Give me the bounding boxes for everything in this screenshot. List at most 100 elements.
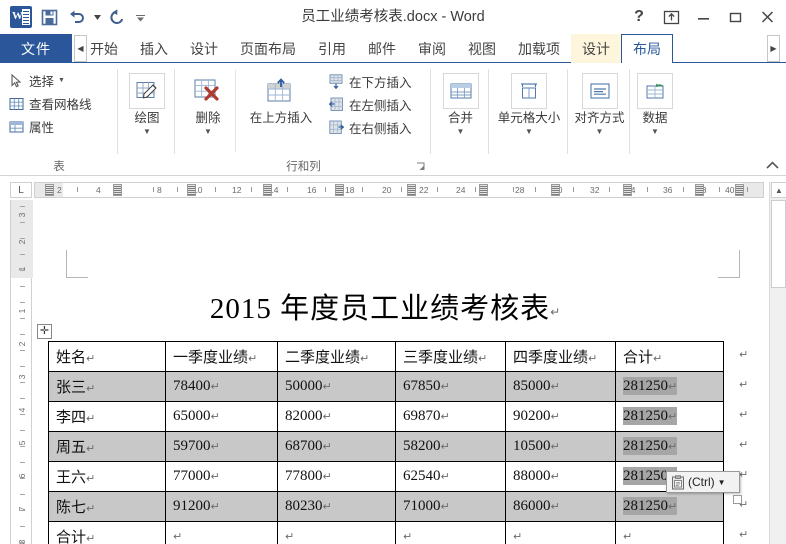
tab-table-layout[interactable]: 布局 xyxy=(621,34,673,64)
tab-mailings[interactable]: 邮件 xyxy=(368,40,396,57)
tab-page-layout[interactable]: 页面布局 xyxy=(240,40,296,57)
table-column-marker-6[interactable] xyxy=(479,184,488,196)
cell-r2-c3[interactable]: 58200↵ xyxy=(395,431,506,462)
table-row[interactable]: 李四↵ 65000↵ 82000↵ 69870↵ 90200↵ 281250↵ xyxy=(48,401,724,432)
cell-r3-c3[interactable]: 62540↵ xyxy=(395,461,506,492)
vertical-scrollbar[interactable]: ▲ xyxy=(769,182,786,544)
select-button[interactable]: 选择 ▼ xyxy=(8,69,92,92)
table-column-marker-0[interactable] xyxy=(45,184,54,196)
cell-r0-c1[interactable]: 78400↵ xyxy=(165,371,278,402)
rows-columns-dialog-launcher[interactable] xyxy=(416,162,427,173)
cell-r2-c0[interactable]: 周五↵ xyxy=(48,431,166,462)
cell-r5-c4[interactable]: ↵ xyxy=(505,521,616,544)
merge-cells-button[interactable]: 合并 ▼ xyxy=(432,73,489,135)
table-column-marker-8[interactable] xyxy=(623,184,632,196)
table-row[interactable]: 周五↵ 59700↵ 68700↵ 58200↵ 10500↵ 281250↵ xyxy=(48,431,724,462)
cell-r0-c5[interactable]: 281250↵ xyxy=(615,371,724,402)
performance-table[interactable]: 姓名↵ 一季度业绩↵ 二季度业绩↵ 三季度业绩↵ 四季度业绩↵ 合计↵ 张三↵ 78400↵ 5… xyxy=(48,341,724,544)
table-column-marker-4[interactable] xyxy=(335,184,344,196)
paste-options-caret-icon[interactable]: ▼ xyxy=(717,477,726,487)
alignment-caret-icon[interactable]: ▼ xyxy=(595,126,604,136)
insert-below-button[interactable]: 在下方插入 xyxy=(328,70,412,93)
cell-r1-c3[interactable]: 69870↵ xyxy=(395,401,506,432)
cell-r5-c1[interactable]: ↵ xyxy=(165,521,278,544)
table-column-marker-2[interactable] xyxy=(187,184,196,196)
table-row[interactable]: 王六↵77000↵77800↵62540↵88000↵281250↵ xyxy=(48,461,724,492)
table-column-marker-1[interactable] xyxy=(113,184,122,196)
view-gridlines-button[interactable]: 查看网格线 xyxy=(8,92,92,115)
cell-r1-c2[interactable]: 82000↵ xyxy=(277,401,396,432)
cell-r0-c2[interactable]: 50000↵ xyxy=(277,371,396,402)
cell-size-button[interactable]: 单元格大小 ▼ xyxy=(490,73,568,135)
cell-r1-c1[interactable]: 65000↵ xyxy=(165,401,278,432)
select-caret-icon[interactable]: ▼ xyxy=(58,77,65,84)
table-column-marker-9[interactable] xyxy=(695,184,704,196)
close-icon[interactable] xyxy=(752,3,782,31)
cell-r5-c0[interactable]: 合计↵ xyxy=(48,521,166,544)
table-row[interactable]: 合计↵ ↵ ↵ ↵ ↵ ↵ xyxy=(48,521,724,544)
minimize-icon[interactable] xyxy=(688,3,718,31)
tabs-scroll-right-icon[interactable]: ▶ xyxy=(767,35,780,62)
cell-r4-c5[interactable]: 281250↵ xyxy=(615,491,724,522)
cell-r4-c2[interactable]: 80230↵ xyxy=(277,491,396,522)
tab-table-design[interactable]: 设计 xyxy=(571,34,621,63)
draw-table-caret-icon[interactable]: ▼ xyxy=(143,126,151,136)
cell-r0-c4[interactable]: 85000↵ xyxy=(505,371,616,402)
cell-r2-c4[interactable]: 10500↵ xyxy=(505,431,616,462)
tab-home[interactable]: 开始 xyxy=(90,40,118,57)
scrollbar-thumb[interactable] xyxy=(771,200,786,288)
insert-left-button[interactable]: 在左侧插入 xyxy=(328,93,412,116)
cell-r5-c2[interactable]: ↵ xyxy=(277,521,396,544)
save-icon[interactable] xyxy=(36,4,62,30)
cell-r5-c5[interactable]: ↵ xyxy=(615,521,724,544)
alignment-button[interactable]: 对齐方式 ▼ xyxy=(569,73,630,135)
cell-r3-c4[interactable]: 88000↵ xyxy=(505,461,616,492)
paste-options-button[interactable]: (Ctrl) ▼ xyxy=(666,471,740,493)
document-canvas[interactable]: 2015 年度员工业绩考核表↵ ✛ 姓名↵ 一季度业绩↵ 二季度业绩↵ 三季度业绩↵ 四… xyxy=(33,199,764,544)
tab-file[interactable]: 文件 xyxy=(0,34,72,63)
ribbon-display-options-icon[interactable] xyxy=(656,3,686,31)
cell-r0-c0[interactable]: 张三↵ xyxy=(48,371,166,402)
table-column-marker-5[interactable] xyxy=(407,184,416,196)
table-column-marker-7[interactable] xyxy=(551,184,560,196)
undo-icon[interactable] xyxy=(64,4,90,30)
cell-r2-c2[interactable]: 68700↵ xyxy=(277,431,396,462)
cell-r1-c0[interactable]: 李四↵ xyxy=(48,401,166,432)
cell-size-caret-icon[interactable]: ▼ xyxy=(525,126,533,136)
tab-addins[interactable]: 加载项 xyxy=(518,40,560,57)
help-icon[interactable]: ? xyxy=(634,8,644,25)
table-column-marker-3[interactable] xyxy=(263,184,272,196)
cell-r3-c1[interactable]: 77000↵ xyxy=(165,461,278,492)
collapse-ribbon-icon[interactable] xyxy=(765,158,779,172)
scroll-up-icon[interactable]: ▲ xyxy=(771,182,786,198)
table-row[interactable]: 陈七↵ 91200↵ 80230↵ 71000↵ 86000↵ 281250↵ xyxy=(48,491,724,522)
data-button[interactable]: 数据 ▼ xyxy=(631,73,679,135)
tab-references[interactable]: 引用 xyxy=(318,40,346,57)
header-cell-5[interactable]: 合计↵ xyxy=(615,341,724,372)
horizontal-ruler[interactable]: 248101214161820222428303234363840 xyxy=(34,182,764,198)
tab-review[interactable]: 审阅 xyxy=(418,40,446,57)
redo-icon[interactable] xyxy=(104,4,130,30)
cell-r5-c3[interactable]: ↵ xyxy=(395,521,506,544)
tab-selector-button[interactable]: L xyxy=(10,182,32,198)
data-caret-icon[interactable]: ▼ xyxy=(651,126,659,136)
table-move-handle[interactable]: ✛ xyxy=(37,324,52,339)
tab-design-global[interactable]: 设计 xyxy=(190,40,218,57)
cell-r2-c1[interactable]: 59700↵ xyxy=(165,431,278,462)
delete-button[interactable]: 删除 ▼ xyxy=(182,73,234,135)
table-row[interactable]: 张三↵ 78400↵ 50000↵ 67850↵ 85000↵ 281250↵ xyxy=(48,371,724,402)
table-column-marker-10[interactable] xyxy=(735,184,744,196)
cell-r3-c0[interactable]: 王六↵ xyxy=(48,461,166,492)
properties-button[interactable]: 属性 xyxy=(8,115,92,138)
maximize-icon[interactable] xyxy=(720,3,750,31)
merge-cells-caret-icon[interactable]: ▼ xyxy=(456,126,465,136)
vertical-ruler[interactable]: 321123456789 xyxy=(10,200,33,544)
header-cell-3[interactable]: 三季度业绩↵ xyxy=(395,341,506,372)
cell-r1-c5[interactable]: 281250↵ xyxy=(615,401,724,432)
header-cell-1[interactable]: 一季度业绩↵ xyxy=(165,341,278,372)
header-cell-2[interactable]: 二季度业绩↵ xyxy=(277,341,396,372)
customize-qat-icon[interactable] xyxy=(132,4,148,30)
cell-r4-c0[interactable]: 陈七↵ xyxy=(48,491,166,522)
draw-table-button[interactable]: 绘图 ▼ xyxy=(119,73,175,135)
cell-r4-c1[interactable]: 91200↵ xyxy=(165,491,278,522)
